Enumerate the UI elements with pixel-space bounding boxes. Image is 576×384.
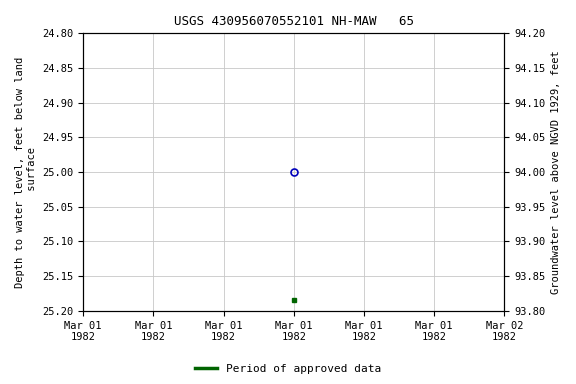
- Title: USGS 430956070552101 NH-MAW   65: USGS 430956070552101 NH-MAW 65: [174, 15, 414, 28]
- Y-axis label: Depth to water level, feet below land
 surface: Depth to water level, feet below land su…: [15, 56, 37, 288]
- Y-axis label: Groundwater level above NGVD 1929, feet: Groundwater level above NGVD 1929, feet: [551, 50, 561, 294]
- Legend: Period of approved data: Period of approved data: [191, 359, 385, 379]
